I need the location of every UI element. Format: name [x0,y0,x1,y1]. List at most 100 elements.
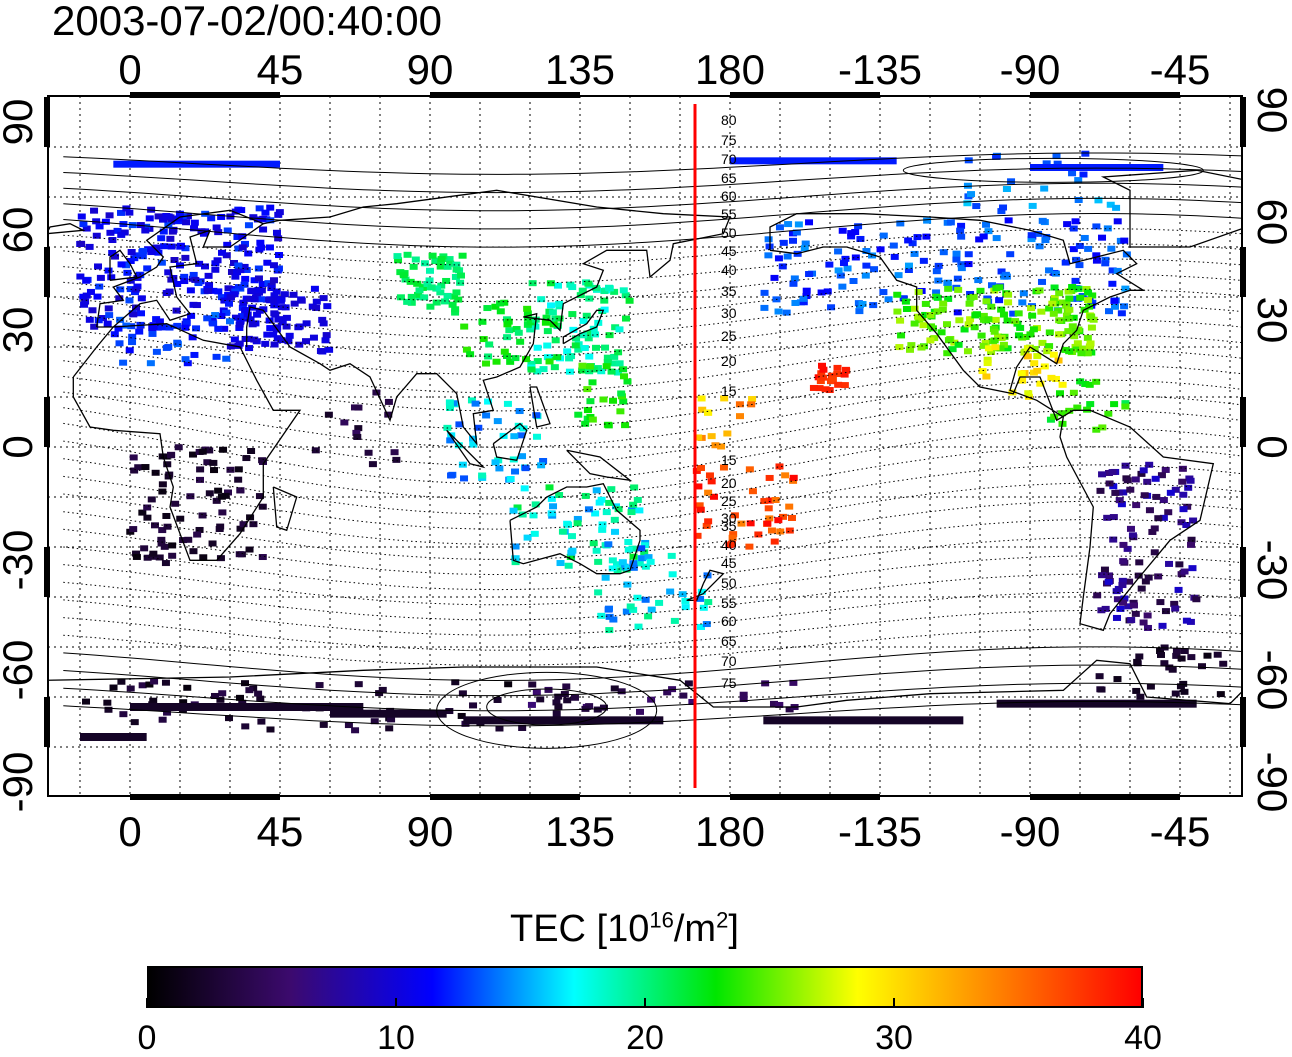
tec-cell [1065,407,1074,414]
tec-cell [770,274,779,281]
tec-cell [1098,424,1107,431]
tec-cell [495,725,504,732]
tec-cell [730,157,897,165]
tec-cell [1047,374,1056,381]
tec-cell [76,273,85,280]
tec-cell [219,446,228,453]
magnetic-contour [63,364,1242,430]
tec-cell [1180,648,1189,655]
tec-cell [1134,572,1143,579]
tec-cell [450,293,459,300]
tec-cell [469,702,478,709]
tec-cell [240,240,249,247]
tec-cell [1080,234,1089,241]
tec-cell [1014,310,1023,317]
tec-cell [94,317,103,324]
tec-cell [527,360,536,367]
tec-cell [583,407,592,414]
tec-cell [321,337,330,344]
tec-cell [443,263,452,270]
tec-cell [910,305,919,312]
tec-cell [950,339,959,346]
tec-cell [159,216,168,223]
tec-cell [537,462,546,469]
tec-cell [1088,292,1097,299]
tec-cell [545,358,554,365]
tec-cell [234,262,243,269]
tec-cell [1108,280,1117,287]
tec-cell [545,484,554,491]
tec-cell [694,483,703,490]
tec-cell [452,261,461,268]
tec-cell [574,346,583,353]
tec-cell [226,343,235,350]
tec-cell [834,248,843,255]
tec-cell [248,287,257,294]
tec-cell [1180,568,1189,575]
tec-cell [619,373,628,380]
colorbar-tick-label: 30 [875,1019,913,1057]
left-lat-tick-label: -90 [0,752,41,813]
tec-cell [781,472,790,479]
tec-cell [157,324,166,331]
tec-cell [266,325,275,332]
magnetic-contour [63,212,1242,248]
bottom-lon-tick-label: 90 [407,808,454,855]
magnetic-contour [63,394,1242,467]
tec-cell [150,678,159,685]
tec-cell [478,318,487,325]
tec-cell [933,294,942,301]
tec-cell [437,256,446,263]
tec-cell [629,553,638,560]
tec-cell [229,259,238,266]
tec-cell [511,559,520,566]
magnetic-contour [63,288,1242,339]
tec-cell [77,213,86,220]
tec-cell [108,249,117,256]
tec-cell [799,295,808,302]
tec-cell [1029,326,1038,333]
tec-cell [174,444,183,451]
tec-cell [95,223,104,230]
tec-cell [1108,469,1117,476]
left-lat-tick-label: 0 [0,435,41,458]
tec-cell [511,468,520,475]
tec-cell [745,466,754,473]
tec-cell [1018,299,1027,306]
tec-cell [316,348,325,355]
tec-cell [554,703,563,710]
tec-cell [603,359,612,366]
tec-cell [235,340,244,347]
tec-cell [269,331,278,338]
tec-cell [774,255,783,262]
tec-cell [235,321,244,328]
tec-cell [821,386,830,393]
magnetic-pole-contour [486,688,608,726]
tec-cell [205,447,214,454]
tec-cell [618,559,627,566]
tec-cell [955,317,964,324]
colorbar-title-prefix: TEC [10 [510,908,650,950]
tec-cell [789,280,798,287]
tec-cell [196,466,205,473]
tec-cell [600,288,609,295]
tec-cell [593,706,602,713]
tec-cell [971,312,980,319]
tec-cell [142,223,151,230]
tec-cell [593,365,602,372]
tec-cell [223,241,232,248]
tec-cell [311,447,320,454]
tec-cell [1030,360,1039,367]
tec-cell [1003,345,1012,352]
tec-cell [1045,267,1054,274]
tec-cell [222,355,231,362]
tec-cell [607,368,616,375]
tec-cell [1172,652,1181,659]
tec-cell [541,319,550,326]
magnetic-contour [63,464,1242,530]
tec-cell [162,512,171,519]
tec-cell [695,502,704,509]
tec-cell [158,716,167,723]
tec-cell [240,281,249,288]
tec-cell [910,320,919,327]
